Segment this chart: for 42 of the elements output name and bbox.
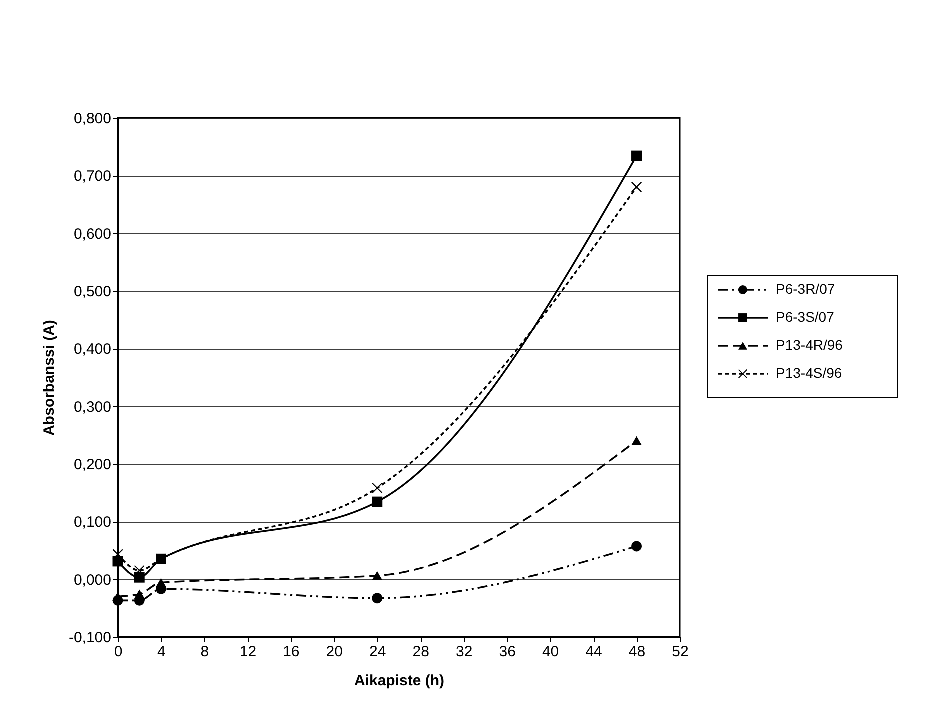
point	[632, 436, 642, 446]
x-tick-label: 40	[542, 644, 560, 660]
legend-label: P6-3S/07	[776, 309, 835, 325]
y-tick-label: 0,500	[74, 284, 112, 300]
x-tick-label: 0	[114, 644, 123, 660]
y-tick-label: 0,000	[74, 572, 112, 589]
point	[112, 549, 124, 560]
x-axis-title: Aikapiste (h)	[354, 672, 445, 690]
point	[372, 571, 383, 580]
point	[134, 572, 145, 583]
legend-label: P6-3R/07	[776, 281, 836, 297]
x-tick-label: 4	[158, 644, 166, 660]
x-tick-label: 52	[672, 644, 689, 660]
x-tick-label: 8	[200, 644, 210, 660]
y-tick-label: 0,400	[74, 341, 112, 358]
point	[632, 541, 642, 552]
y-tick-label: 0,300	[74, 398, 112, 416]
point	[156, 578, 166, 588]
y-tick-label: 0,600	[74, 226, 112, 243]
x-tick-label: 20	[326, 644, 343, 660]
x-tick-label: 16	[283, 644, 300, 660]
x-tick-label: 36	[499, 644, 516, 660]
x-tick-label: 12	[240, 644, 257, 660]
y-tick-label: 0,100	[74, 514, 112, 532]
point	[632, 182, 642, 192]
point	[632, 150, 642, 162]
x-tick-label: 24	[370, 644, 386, 660]
legend-label: P13-4R/96	[776, 337, 844, 353]
legend-label: P13-4S/96	[776, 365, 842, 381]
y-tick-label: 0,200	[74, 456, 112, 474]
x-tick-label: 28	[412, 644, 430, 660]
y-axis-title: Absorbanssi (A)	[40, 320, 58, 436]
x-tick-label: 48	[628, 644, 646, 660]
point	[372, 496, 383, 508]
point	[372, 482, 383, 494]
y-tick-label: 0,800	[74, 110, 112, 128]
y-tick-label: 0,700	[74, 168, 112, 186]
y-tick-label: -0,100	[68, 630, 112, 646]
point	[134, 590, 145, 599]
x-tick-label: 44	[586, 644, 602, 660]
point	[372, 593, 383, 604]
x-tick-label: 32	[456, 644, 473, 660]
